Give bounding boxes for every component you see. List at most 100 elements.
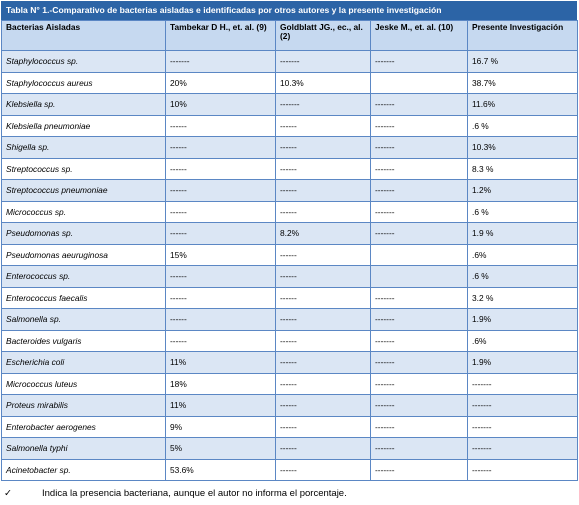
bacteria-name: Klebsiella pneumoniae bbox=[1, 114, 166, 137]
cell: 16.7 % bbox=[467, 50, 578, 73]
cell bbox=[370, 243, 468, 266]
header-cell: Jeske M., et. al. (10) bbox=[370, 20, 468, 51]
bacteria-name: Proteus mirabilis bbox=[1, 394, 166, 417]
cell bbox=[370, 71, 468, 94]
cell: 20% bbox=[165, 71, 276, 94]
cell: 53.6% bbox=[165, 458, 276, 481]
cell: .6% bbox=[467, 243, 578, 266]
cell: ------- bbox=[370, 394, 468, 417]
cell: 11.6% bbox=[467, 93, 578, 116]
bacteria-name: Staphylococcus sp. bbox=[1, 50, 166, 73]
table-row: Salmonella sp. ------ ------ ------- 1.9% bbox=[1, 308, 578, 331]
table-row: Staphylococcus aureus 20% 10.3% 38.7% bbox=[1, 71, 578, 94]
cell: 8.3 % bbox=[467, 157, 578, 180]
table-row: Salmonella typhi 5% ------ ------- ------- bbox=[1, 437, 578, 460]
header-cell: Bacterias Aisladas bbox=[1, 20, 166, 51]
header-row: Bacterias Aisladas Tambekar D H., et. al.… bbox=[1, 20, 578, 51]
cell: 15% bbox=[165, 243, 276, 266]
cell bbox=[370, 265, 468, 288]
cell: ------- bbox=[370, 222, 468, 245]
cell: 9% bbox=[165, 415, 276, 438]
cell: ------- bbox=[370, 372, 468, 395]
cell: ------- bbox=[370, 179, 468, 202]
cell: ------ bbox=[275, 329, 371, 352]
cell: ------ bbox=[165, 286, 276, 309]
bacteria-name: Micrococcus sp. bbox=[1, 200, 166, 223]
header-cell: Presente Investigación bbox=[467, 20, 578, 51]
cell: ------- bbox=[467, 394, 578, 417]
cell: ------ bbox=[275, 415, 371, 438]
bacteria-name: Pseudomonas aeuruginosa bbox=[1, 243, 166, 266]
bacteria-name: Enterococcus sp. bbox=[1, 265, 166, 288]
cell: ------- bbox=[370, 415, 468, 438]
bacteria-name: Salmonella sp. bbox=[1, 308, 166, 331]
cell: .6% bbox=[467, 329, 578, 352]
cell: ------ bbox=[165, 179, 276, 202]
cell: ------ bbox=[275, 157, 371, 180]
bacteria-name: Acinetobacter sp. bbox=[1, 458, 166, 481]
cell: ------- bbox=[370, 351, 468, 374]
table: Bacterias Aisladas Tambekar D H., et. al.… bbox=[1, 20, 578, 481]
bacteria-name: Pseudomonas sp. bbox=[1, 222, 166, 245]
cell: 10.3% bbox=[275, 71, 371, 94]
cell: ------ bbox=[275, 351, 371, 374]
cell: 3.2 % bbox=[467, 286, 578, 309]
table-block: Tabla N° 1.-Comparativo de bacterias ais… bbox=[1, 1, 578, 481]
cell: ------- bbox=[275, 93, 371, 116]
cell: ------ bbox=[275, 179, 371, 202]
table-row: Enterococcus faecalis ------ ------ -------… bbox=[1, 286, 578, 309]
cell: ------- bbox=[370, 329, 468, 352]
table-row: Staphylococcus sp. ------- ------- ------- 1… bbox=[1, 50, 578, 73]
cell: 8.2% bbox=[275, 222, 371, 245]
cell: ------ bbox=[165, 200, 276, 223]
cell: ------ bbox=[275, 458, 371, 481]
cell: 11% bbox=[165, 351, 276, 374]
table-row: Escherichia coli 11% ------ ------- 1.9% bbox=[1, 351, 578, 374]
cell: ------- bbox=[370, 136, 468, 159]
table-row: Pseudomonas aeuruginosa 15% ------ .6% bbox=[1, 243, 578, 266]
cell: 5% bbox=[165, 437, 276, 460]
cell: ------ bbox=[275, 286, 371, 309]
cell: 10.3% bbox=[467, 136, 578, 159]
table-row: Acinetobacter sp. 53.6% ------ ------- -----… bbox=[1, 458, 578, 481]
cell: 18% bbox=[165, 372, 276, 395]
cell: 10% bbox=[165, 93, 276, 116]
cell: ------ bbox=[275, 114, 371, 137]
cell: 1.9 % bbox=[467, 222, 578, 245]
footnote: ✓ Indica la presencia bacteriana, aunque … bbox=[4, 488, 347, 499]
cell: ------ bbox=[275, 136, 371, 159]
bacteria-name: Staphylococcus aureus bbox=[1, 71, 166, 94]
cell: ------ bbox=[165, 136, 276, 159]
header-cell: Goldblatt JG., ec., al. (2) bbox=[275, 20, 371, 51]
cell: ------ bbox=[165, 222, 276, 245]
cell: ------- bbox=[370, 458, 468, 481]
cell: ------- bbox=[467, 415, 578, 438]
cell: ------- bbox=[370, 308, 468, 331]
footnote-text: Indica la presencia bacteriana, aunque e… bbox=[42, 488, 347, 499]
bacteria-name: Streptococcus pneumoniae bbox=[1, 179, 166, 202]
cell: ------- bbox=[467, 372, 578, 395]
footnote-symbol: ✓ bbox=[4, 488, 12, 499]
table-row: Streptococcus sp. ------ ------ ------- 8.3 … bbox=[1, 157, 578, 180]
bacteria-name: Shigella sp. bbox=[1, 136, 166, 159]
table-row: Bacteroides vulgaris ------ ------ -------.… bbox=[1, 329, 578, 352]
cell: ------- bbox=[467, 437, 578, 460]
bacteria-name: Escherichia coli bbox=[1, 351, 166, 374]
cell: ------ bbox=[165, 329, 276, 352]
bacteria-name: Enterobacter aerogenes bbox=[1, 415, 166, 438]
cell: .6 % bbox=[467, 265, 578, 288]
cell: ------- bbox=[370, 50, 468, 73]
cell: ------- bbox=[467, 458, 578, 481]
cell: ------ bbox=[275, 265, 371, 288]
table-row: Micrococcus luteus 18% ------ ------- ------… bbox=[1, 372, 578, 395]
bacteria-name: Bacteroides vulgaris bbox=[1, 329, 166, 352]
table-row: Enterococcus sp. ------ ------ .6 % bbox=[1, 265, 578, 288]
cell: 1.2% bbox=[467, 179, 578, 202]
cell: ------ bbox=[165, 157, 276, 180]
cell: 38.7% bbox=[467, 71, 578, 94]
header-cell: Tambekar D H., et. al. (9) bbox=[165, 20, 276, 51]
table-row: Klebsiella sp. 10% ------- ------- 11.6% bbox=[1, 93, 578, 116]
cell: .6 % bbox=[467, 200, 578, 223]
cell: ------ bbox=[275, 437, 371, 460]
